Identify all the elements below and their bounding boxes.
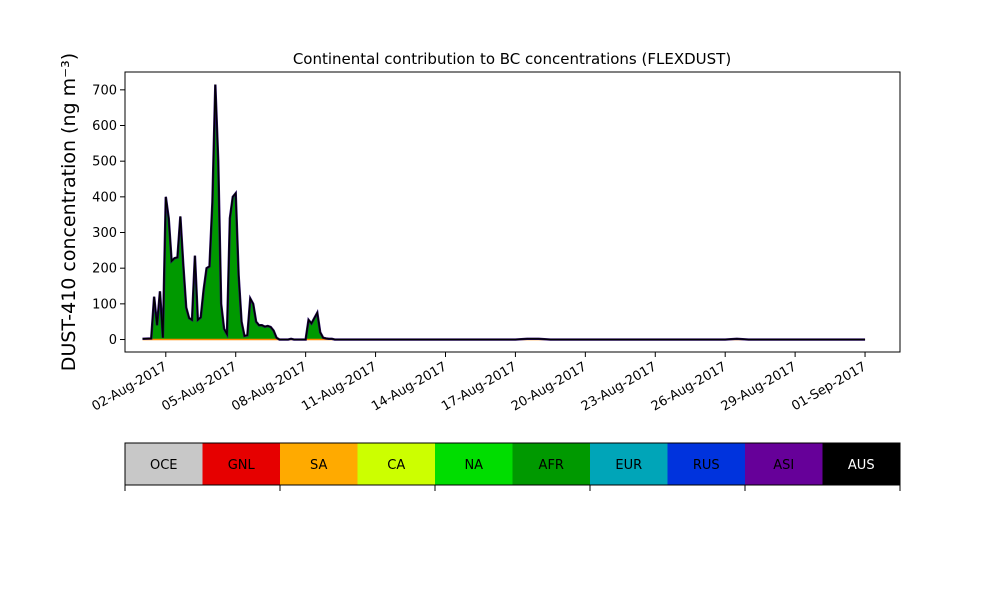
x-tick-label: 20-Aug-2017 bbox=[509, 359, 589, 414]
legend-label-eur: EUR bbox=[615, 458, 642, 473]
x-tick-label: 11-Aug-2017 bbox=[299, 359, 379, 414]
chart-title: Continental contribution to BC concentra… bbox=[293, 50, 731, 68]
legend-swatch-gnl bbox=[202, 443, 280, 485]
legend-swatch-asi bbox=[745, 443, 823, 485]
plot-frame bbox=[124, 71, 901, 353]
y-tick-label: 600 bbox=[92, 119, 117, 134]
y-tick-label: 100 bbox=[92, 297, 117, 312]
x-tick-label: 17-Aug-2017 bbox=[439, 359, 519, 414]
legend-label-oce: OCE bbox=[150, 458, 178, 473]
y-tick-label: 400 bbox=[92, 190, 117, 205]
y-tick-label: 200 bbox=[92, 262, 117, 277]
legend-swatch-afr bbox=[512, 443, 590, 485]
y-tick-label: 0 bbox=[109, 333, 117, 348]
legend-swatch-sa bbox=[280, 443, 358, 485]
legend-swatch-rus bbox=[667, 443, 745, 485]
y-axis: 0 100 200 300 400 500 600 700 bbox=[92, 83, 125, 348]
x-tick-label: 02-Aug-2017 bbox=[89, 359, 169, 414]
x-tick-label: 08-Aug-2017 bbox=[229, 359, 309, 414]
series-outline-total bbox=[142, 84, 866, 341]
legend-swatch-na bbox=[435, 443, 513, 485]
legend-label-gnl: GNL bbox=[228, 458, 256, 473]
series-layer bbox=[142, 84, 866, 341]
y-axis-label: DUST-410 concentration (ng m⁻³) bbox=[58, 53, 80, 371]
legend-label-ca: CA bbox=[387, 458, 405, 473]
x-tick-label: 29-Aug-2017 bbox=[719, 359, 799, 414]
legend: OCE GNL SA CA NA AFR EUR RUS ASI AUS bbox=[124, 442, 901, 491]
legend-label-asi: ASI bbox=[773, 458, 794, 473]
legend-swatch-oce bbox=[125, 443, 203, 485]
x-tick-label: 05-Aug-2017 bbox=[159, 359, 239, 414]
x-tick-label: 23-Aug-2017 bbox=[579, 359, 659, 414]
y-tick-label: 700 bbox=[92, 83, 117, 98]
y-tick-label: 500 bbox=[92, 155, 117, 170]
legend-label-afr: AFR bbox=[539, 458, 564, 473]
series-outline-asi bbox=[142, 84, 866, 341]
legend-label-rus: RUS bbox=[693, 458, 720, 473]
x-axis: 02-Aug-201705-Aug-201708-Aug-201711-Aug-… bbox=[89, 352, 869, 415]
x-tick-label: 14-Aug-2017 bbox=[369, 359, 449, 414]
legend-label-na: NA bbox=[464, 458, 483, 473]
legend-swatch-aus bbox=[822, 443, 900, 485]
legend-label-aus: AUS bbox=[848, 458, 875, 473]
y-tick-label: 300 bbox=[92, 226, 117, 241]
legend-label-sa: SA bbox=[310, 458, 327, 473]
legend-swatch-eur bbox=[590, 443, 668, 485]
legend-frame bbox=[124, 442, 901, 486]
x-tick-label: 26-Aug-2017 bbox=[649, 359, 729, 414]
legend-swatch-ca bbox=[357, 443, 435, 485]
x-tick-label: 01-Sep-2017 bbox=[789, 359, 869, 414]
